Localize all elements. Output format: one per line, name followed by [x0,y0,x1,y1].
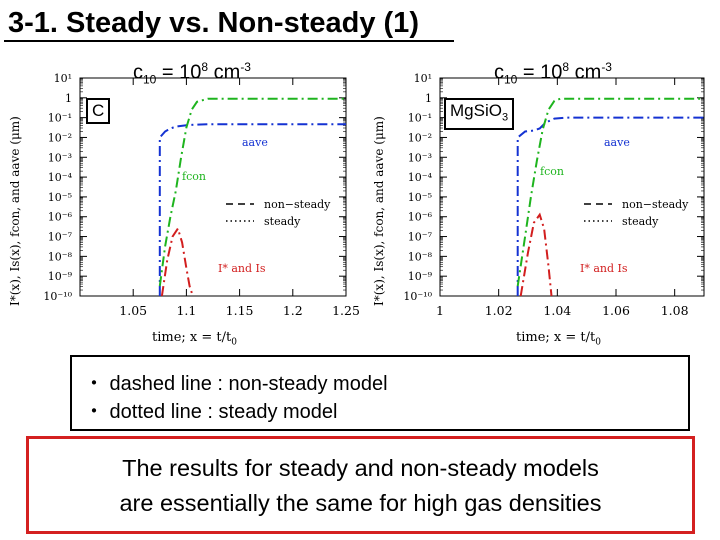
series-line-iandis [160,226,194,297]
y-tick-label: 10⁻⁸ [408,250,433,263]
species-sub: 3 [501,111,509,124]
y-tick-label: 10⁻⁴ [48,171,73,184]
species-text: C [92,101,105,120]
annotation-istar-is: I* and Is [218,262,266,275]
y-tick-label: 10⁻⁶ [408,211,433,224]
annotation-aave: aave [604,136,630,149]
x-tick-label: 1.2 [283,303,303,318]
y-tick-label: 10⁻⁷ [408,231,433,244]
conclusion-line-1: The results for steady and non-steady mo… [122,455,599,481]
cond-unit-sup: -3 [601,60,612,74]
y-tick-label: 10⁻⁶ [48,211,73,224]
legend-label-nonsteady: non−steady [264,198,331,211]
series-line-iandis [519,212,553,297]
cond-sup: 8 [562,60,570,74]
annotation-fcon: fcon [182,170,206,183]
x-tick-label: 1.15 [226,303,254,318]
y-tick-label: 10⁻² [48,131,72,144]
series-line-aave [158,123,346,296]
legend-label-nonsteady: non−steady [622,198,689,211]
series-line-fcon [516,97,704,287]
x-tick-label: 1.02 [485,303,513,318]
x-tick-label: 1 [436,303,444,318]
x-tick-label: 1.04 [543,303,571,318]
xlabel-main: time; x = t/t [516,330,596,345]
annotation-istar-is: I* and Is [580,262,628,275]
panel-1-species-badge: C [86,98,111,124]
legend-notes-box: ・ dashed line : non-steady model ・ dotte… [70,355,690,431]
y-tick-label: 10⁻⁸ [48,250,73,263]
note-dashed: ・ dashed line : non-steady model [84,373,388,395]
panel-2-xlabel: time; x = t/t0 [516,330,601,348]
x-tick-label: 1.25 [332,303,360,318]
y-tick-label: 1 [425,92,432,105]
cond-sub: 10 [504,72,518,87]
y-tick-label: 10⁻³ [408,151,432,164]
title-underline [4,40,454,42]
cond-sub: 10 [143,72,157,87]
y-tick-label: 10¹ [414,72,432,85]
conclusion-line-2: are essentially the same for high gas de… [119,490,602,516]
y-tick-label: 10⁻⁹ [48,270,73,283]
y-tick-label: 10⁻⁷ [48,231,73,244]
cond-c: c [494,61,504,84]
y-tick-label: 10⁻⁹ [408,270,433,283]
y-tick-label: 10⁻⁵ [48,191,72,204]
x-tick-label: 1.05 [119,303,147,318]
panel-1-xlabel: time; x = t/t0 [152,330,237,348]
y-tick-label: 10⁻¹ [48,112,72,125]
plot-frame [439,77,705,297]
y-tick-label: 10¹ [54,72,72,85]
series-line-fcon [158,97,346,287]
legend-label-steady: steady [264,215,301,228]
y-tick-label: 10⁻¹ [408,112,432,125]
note-dotted: ・ dotted line : steady model [84,401,338,423]
plot-frame [79,77,347,297]
y-tick-label: 10⁻³ [48,151,72,164]
conclusion-box: The results for steady and non-steady mo… [26,436,695,534]
y-tick-label: 1 [65,92,72,105]
cond-sup: 8 [201,60,209,74]
x-tick-label: 1.1 [176,303,196,318]
x-tick-label: 1.08 [661,303,689,318]
cond-unit-sup: -3 [240,60,251,74]
xlabel-sub: 0 [231,337,237,348]
series-line-aave [516,116,704,296]
y-tick-label: 10⁻¹⁰ [43,290,72,303]
y-tick-label: 10⁻² [408,131,432,144]
xlabel-sub: 0 [595,337,601,348]
annotation-fcon: fcon [540,165,564,178]
x-tick-label: 1.06 [602,303,630,318]
cond-c: c [133,61,143,84]
xlabel-main: time; x = t/t [152,330,232,345]
legend-label-steady: steady [622,215,659,228]
y-tick-label: 10⁻¹⁰ [403,290,432,303]
annotation-aave: aave [242,136,268,149]
species-text: Mg [450,101,474,120]
panel-2-species-badge: MgSiO3 [444,98,515,131]
y-tick-label: 10⁻⁴ [408,171,433,184]
slide-title: 3-1. Steady vs. Non-steady (1) [8,7,419,39]
species-text-mid: SiO [473,101,502,120]
y-tick-label: 10⁻⁵ [408,191,432,204]
